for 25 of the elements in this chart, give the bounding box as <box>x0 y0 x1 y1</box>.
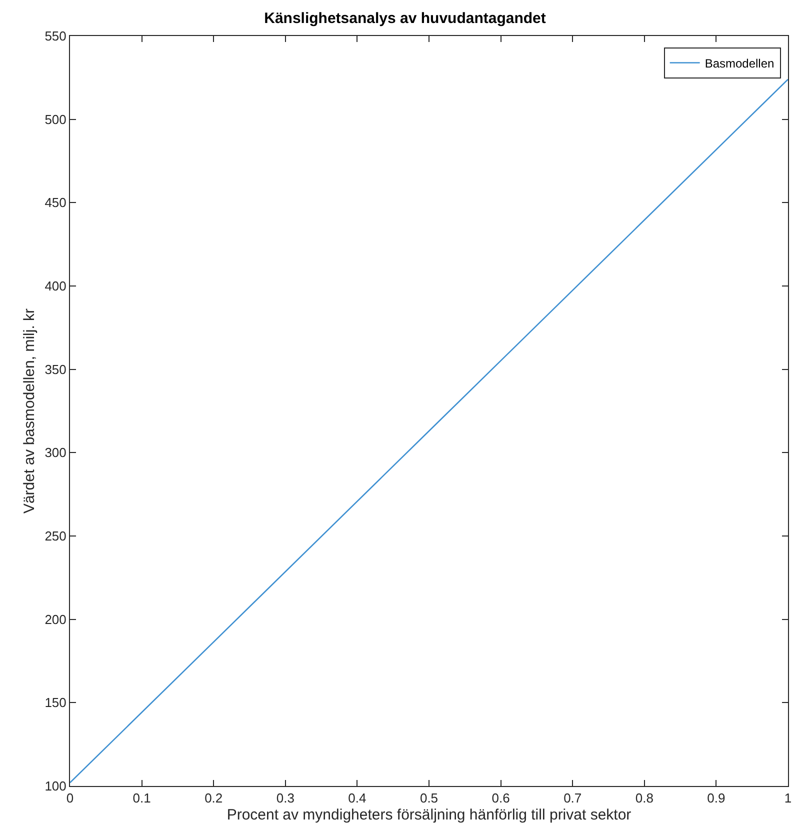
x-tick-label: 0.7 <box>564 790 582 806</box>
y-tick-label: 100 <box>44 778 66 794</box>
x-tick-label: 0.9 <box>707 790 726 806</box>
x-tick-label: 0.2 <box>204 790 223 806</box>
y-tick-label: 450 <box>44 195 66 210</box>
x-tick-label: 0.8 <box>635 790 654 806</box>
legend-label: Basmodellen <box>704 56 774 70</box>
x-tick-label: 0.3 <box>276 790 294 806</box>
chart-title: Känslighetsanalys av huvudantagandet <box>264 10 546 28</box>
y-tick-label: 300 <box>44 445 66 460</box>
y-tick-label: 200 <box>44 612 66 627</box>
y-tick-label: 550 <box>44 28 66 44</box>
y-tick-label: 500 <box>44 112 66 127</box>
y-tick-label: 400 <box>44 278 66 294</box>
y-tick-label: 150 <box>44 695 66 710</box>
x-tick-label: 0.6 <box>492 790 510 806</box>
y-tick-label: 350 <box>44 362 66 377</box>
y-tick-label: 250 <box>44 528 66 544</box>
x-tick-label: 1 <box>784 790 792 806</box>
x-axis-title: Procent av myndigheters försäljning hänförlig till privat sektor <box>226 806 632 824</box>
x-tick-label: 0 <box>66 790 74 806</box>
y-axis-title: Värdet av basmodellen, milj. kr <box>20 308 38 514</box>
x-tick-label: 0.4 <box>348 790 366 806</box>
x-tick-label: 0.5 <box>420 790 438 806</box>
x-tick-label: 0.1 <box>132 790 151 806</box>
